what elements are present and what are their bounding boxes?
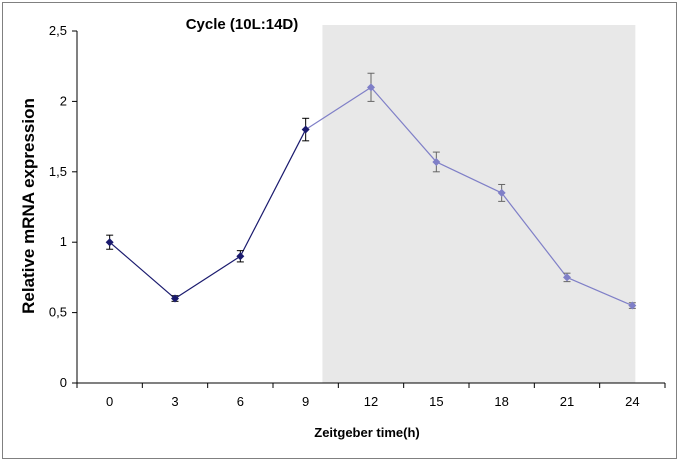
series-line-segment: [174, 255, 241, 300]
x-tick-label: 6: [237, 394, 244, 409]
x-tick-label: 24: [625, 394, 639, 409]
x-tick-label: 18: [494, 394, 508, 409]
data-point: [301, 125, 310, 134]
chart-title: Cycle (10L:14D): [186, 16, 299, 33]
data-point: [563, 273, 571, 282]
y-tick-label: 1,5: [49, 164, 67, 179]
dark-period-layer: [322, 25, 636, 383]
labels-layer: Cycle (10L:14D) Zeitgeber time(h) Relati…: [19, 16, 420, 440]
data-point: [367, 83, 375, 92]
series-line-segment: [305, 86, 372, 131]
dark-period-shading: [322, 25, 636, 383]
x-tick-label: 0: [106, 394, 113, 409]
data-point: [432, 157, 441, 166]
x-axis-label: Zeitgeber time(h): [314, 425, 419, 440]
series-line-segment: [501, 192, 568, 278]
x-tick-label: 21: [560, 394, 574, 409]
data-point: [628, 301, 637, 310]
y-tick-label: 2,5: [49, 23, 67, 38]
data-point: [105, 238, 114, 247]
data-point: [171, 294, 179, 303]
series-line-segment: [566, 276, 633, 307]
series-line-segment: [109, 241, 176, 299]
y-tick-label: 1: [60, 234, 67, 249]
x-tick-label: 9: [302, 394, 309, 409]
y-axis-label: Relative mRNA expression: [19, 98, 38, 314]
series-line-segment: [436, 161, 502, 194]
series-line-segment: [370, 86, 437, 163]
x-tick-label: 12: [364, 394, 378, 409]
data-point: [497, 188, 506, 197]
data-point: [236, 252, 245, 261]
x-tick-label: 15: [429, 394, 443, 409]
series-layer: [105, 72, 637, 310]
y-tick-label: 2: [60, 93, 67, 108]
y-tick-label: 0,5: [49, 305, 67, 320]
axes-layer: 0 0,5 1 1,5 2 2,5 0 3 6 9 12 15 18 21 24: [49, 23, 666, 409]
x-tick-label: 3: [171, 394, 178, 409]
series-line-segment: [239, 129, 307, 257]
y-tick-label: 0: [60, 375, 67, 390]
